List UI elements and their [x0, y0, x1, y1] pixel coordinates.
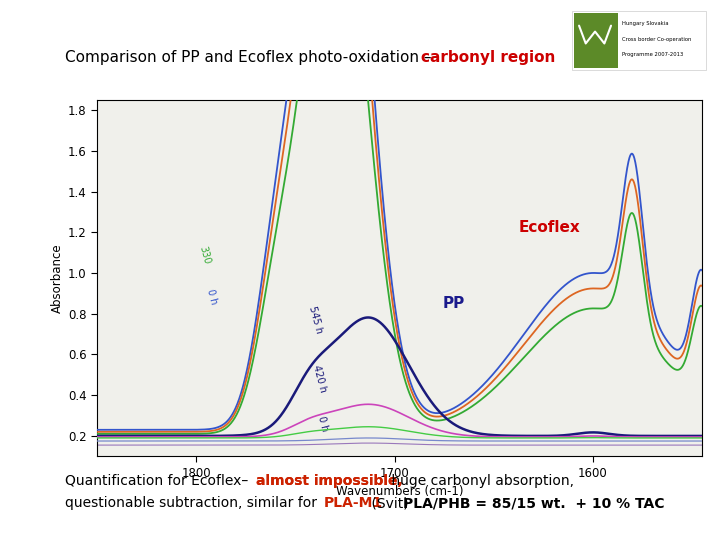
Text: Ecoflex: Ecoflex: [518, 220, 580, 235]
Text: carbonyl region: carbonyl region: [421, 50, 556, 65]
Y-axis label: Absorbance: Absorbance: [51, 244, 64, 313]
Text: Programme 2007-2013: Programme 2007-2013: [621, 52, 683, 57]
Text: questionable subtraction, similar for: questionable subtraction, similar for: [65, 496, 321, 510]
Text: 0 h: 0 h: [205, 288, 219, 306]
Text: 420 h: 420 h: [311, 363, 328, 393]
Text: Cross border Co-operation: Cross border Co-operation: [621, 37, 691, 42]
Text: 330: 330: [197, 245, 212, 265]
Text: 0 h: 0 h: [316, 415, 330, 433]
X-axis label: Wavenumbers (cm-1): Wavenumbers (cm-1): [336, 485, 464, 498]
FancyBboxPatch shape: [574, 13, 618, 68]
Text: Comparison of PP and Ecoflex photo-oxidation –: Comparison of PP and Ecoflex photo-oxida…: [65, 50, 436, 65]
FancyBboxPatch shape: [572, 11, 706, 70]
Text: PP: PP: [443, 295, 465, 310]
Text: Quantification for Ecoflex–: Quantification for Ecoflex–: [65, 474, 253, 488]
Text: almost impossible,: almost impossible,: [256, 474, 403, 488]
Text: almost impossible,: almost impossible,: [256, 474, 403, 488]
Text: 545 h: 545 h: [307, 305, 324, 334]
Text: PLA-M1: PLA-M1: [323, 496, 382, 510]
Text: Hungary Slovakia: Hungary Slovakia: [621, 22, 668, 26]
Text: (Svit): (Svit): [367, 496, 418, 510]
Text: huge carbonyl absorption,: huge carbonyl absorption,: [387, 474, 574, 488]
Text: PLA/PHB = 85/15 wt.  + 10 % TAC: PLA/PHB = 85/15 wt. + 10 % TAC: [403, 496, 665, 510]
